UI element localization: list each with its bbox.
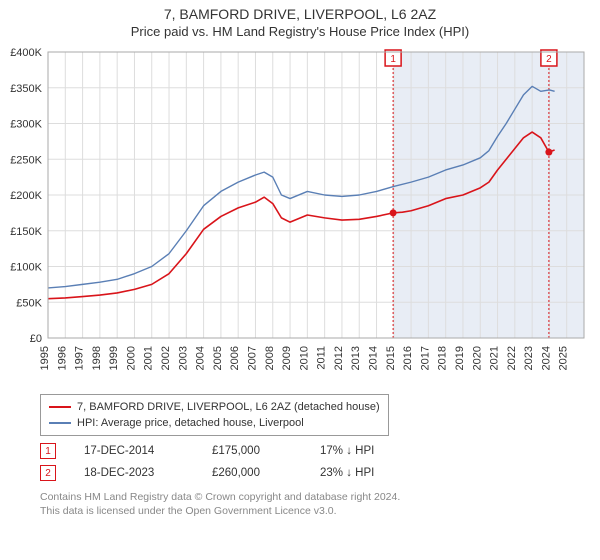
svg-text:2016: 2016: [402, 346, 414, 370]
legend-label: 7, BAMFORD DRIVE, LIVERPOOL, L6 2AZ (det…: [77, 399, 380, 415]
svg-text:2000: 2000: [125, 346, 137, 370]
svg-text:2020: 2020: [471, 346, 483, 370]
marker-badge: 2: [40, 465, 56, 481]
svg-text:2024: 2024: [540, 346, 552, 370]
svg-text:2010: 2010: [298, 346, 310, 370]
svg-text:£300K: £300K: [10, 119, 42, 131]
svg-text:2004: 2004: [195, 346, 207, 370]
svg-text:2018: 2018: [437, 346, 449, 370]
svg-text:£350K: £350K: [10, 83, 42, 95]
sale-date: 18-DEC-2023: [84, 467, 184, 479]
svg-text:1997: 1997: [74, 346, 86, 370]
svg-text:£400K: £400K: [10, 47, 42, 59]
svg-text:£250K: £250K: [10, 154, 42, 166]
markers-table: 1 17-DEC-2014 £175,000 17% ↓ HPI 2 18-DE…: [40, 440, 420, 484]
marker-badge: 1: [40, 443, 56, 459]
svg-text:2: 2: [546, 54, 552, 65]
sale-date: 17-DEC-2014: [84, 445, 184, 457]
svg-text:1: 1: [390, 54, 396, 65]
legend-label: HPI: Average price, detached house, Live…: [77, 415, 304, 431]
table-row: 2 18-DEC-2023 £260,000 23% ↓ HPI: [40, 462, 420, 484]
svg-text:2011: 2011: [316, 346, 328, 370]
footnote-line: This data is licensed under the Open Gov…: [40, 504, 400, 518]
page-subtitle: Price paid vs. HM Land Registry's House …: [0, 22, 600, 43]
svg-text:2017: 2017: [419, 346, 431, 370]
hpi-diff: 17% ↓ HPI: [320, 445, 420, 457]
svg-text:£100K: £100K: [10, 262, 42, 274]
svg-text:2012: 2012: [333, 346, 345, 370]
svg-text:2014: 2014: [368, 346, 380, 370]
svg-text:2001: 2001: [143, 346, 155, 370]
svg-text:2009: 2009: [281, 346, 293, 370]
svg-text:2013: 2013: [350, 346, 362, 370]
svg-text:£150K: £150K: [10, 226, 42, 238]
hpi-diff: 23% ↓ HPI: [320, 467, 420, 479]
svg-text:2015: 2015: [385, 346, 397, 370]
svg-text:2002: 2002: [160, 346, 172, 370]
page-title: 7, BAMFORD DRIVE, LIVERPOOL, L6 2AZ: [0, 0, 600, 22]
svg-text:1999: 1999: [108, 346, 120, 370]
svg-text:2005: 2005: [212, 346, 224, 370]
legend-row: 7, BAMFORD DRIVE, LIVERPOOL, L6 2AZ (det…: [49, 399, 380, 415]
svg-text:2022: 2022: [506, 346, 518, 370]
svg-text:£50K: £50K: [16, 297, 42, 309]
svg-text:2021: 2021: [489, 346, 501, 370]
legend-swatch: [49, 422, 71, 424]
sale-price: £260,000: [212, 467, 292, 479]
table-row: 1 17-DEC-2014 £175,000 17% ↓ HPI: [40, 440, 420, 462]
svg-text:1998: 1998: [91, 346, 103, 370]
svg-text:£200K: £200K: [10, 190, 42, 202]
svg-text:2006: 2006: [229, 346, 241, 370]
svg-text:1996: 1996: [56, 346, 68, 370]
svg-text:1995: 1995: [39, 346, 51, 370]
price-chart: £0 £50K £100K £150K £200K £250K £300K £350K £400…: [0, 44, 600, 390]
svg-text:2023: 2023: [523, 346, 535, 370]
svg-text:2019: 2019: [454, 346, 466, 370]
footnote-line: Contains HM Land Registry data © Crown c…: [40, 490, 400, 504]
footnote: Contains HM Land Registry data © Crown c…: [40, 490, 400, 518]
svg-text:£0: £0: [30, 333, 42, 345]
svg-text:2025: 2025: [558, 346, 570, 370]
svg-text:2007: 2007: [246, 346, 258, 370]
svg-text:2008: 2008: [264, 346, 276, 370]
legend-swatch: [49, 406, 71, 408]
svg-text:2003: 2003: [177, 346, 189, 370]
sale-price: £175,000: [212, 445, 292, 457]
legend: 7, BAMFORD DRIVE, LIVERPOOL, L6 2AZ (det…: [40, 394, 389, 436]
legend-row: HPI: Average price, detached house, Live…: [49, 415, 380, 431]
